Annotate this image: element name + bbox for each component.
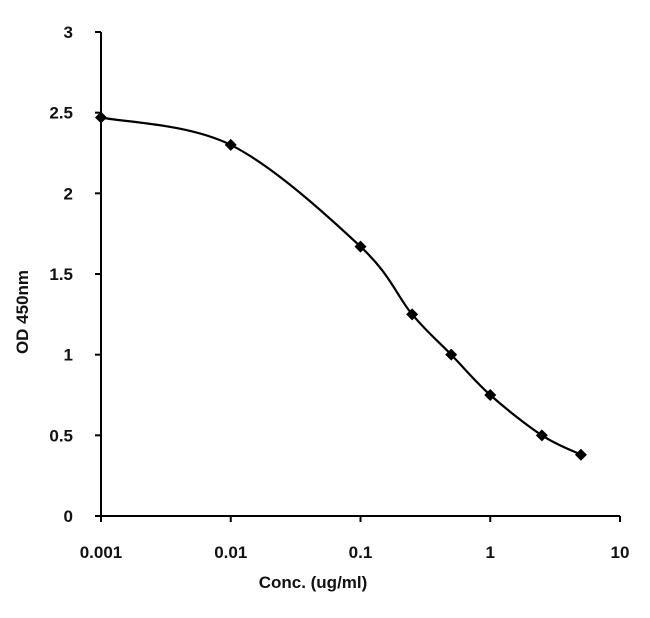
data-point-0 [95, 111, 107, 124]
data-point-7 [574, 448, 587, 461]
y-axis-title: OD 450nm [13, 270, 32, 354]
x-tick-label-3: 1 [486, 543, 495, 562]
series-group [95, 111, 587, 461]
data-point-4 [445, 348, 458, 361]
x-axis-title: Conc. (ug/ml) [259, 573, 368, 592]
data-point-6 [535, 429, 548, 442]
x-tick-label-4: 10 [611, 543, 630, 562]
series-line-0 [100, 116, 582, 456]
y-tick-label-4: 2 [64, 184, 73, 203]
data-point-2 [354, 240, 367, 253]
y-tick-label-6: 3 [64, 23, 73, 42]
data-point-5 [484, 389, 497, 401]
y-tick-label-1: 0.5 [49, 426, 73, 445]
axes [100, 32, 620, 517]
y-tick-label-5: 2.5 [49, 104, 73, 123]
x-tick-label-2: 0.1 [349, 543, 373, 562]
ticks: 0 0.5 1 1.5 2 2.5 3 0.001 0.01 0.1 1 10 [49, 23, 629, 562]
data-point-1 [224, 138, 237, 151]
data-point-3 [406, 308, 419, 321]
y-tick-label-0: 0 [64, 507, 73, 526]
y-tick-label-2: 1 [64, 346, 73, 365]
x-tick-label-1: 0.01 [214, 543, 247, 562]
x-tick-label-0: 0.001 [80, 543, 123, 562]
y-tick-label-3: 1.5 [49, 265, 73, 284]
